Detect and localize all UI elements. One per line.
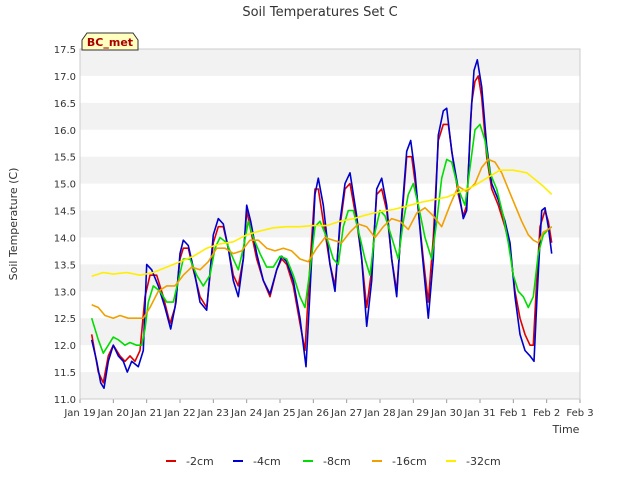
y-tick-label: 17.0 <box>54 72 76 83</box>
x-axis-ticks: Jan 19 Jan 20 Jan 21 Jan 22 Jan 23 Jan 24 Jan … <box>63 399 594 419</box>
y-tick-label: 12.5 <box>54 314 76 325</box>
legend-label: -2cm <box>186 455 214 468</box>
y-tick-label: 11.0 <box>54 395 76 406</box>
x-tick-label: Jan 22 <box>163 408 195 419</box>
y-tick-label: 13.0 <box>54 287 76 298</box>
grid-band <box>80 49 580 76</box>
grid-band <box>80 156 580 184</box>
x-tick-label: Jan 23 <box>197 408 229 419</box>
y-tick-label: 16.0 <box>54 126 76 137</box>
annotation-box: BC_met <box>81 32 139 51</box>
chart-title: Soil Temperatures Set C <box>242 5 397 20</box>
annotation-label: BC_met <box>87 36 133 49</box>
legend-label: -4cm <box>253 455 281 468</box>
y-tick-label: 15.5 <box>54 153 76 164</box>
x-tick-label: Feb 1 <box>500 408 527 419</box>
x-tick-label: Jan 19 <box>63 408 95 419</box>
x-tick-label: Jan 21 <box>130 408 162 419</box>
grid-band <box>80 318 580 346</box>
series-line--16cm <box>91 158 553 319</box>
y-tick-label: 12.0 <box>54 341 76 352</box>
y-axis-ticks: 11.0 11.5 12.0 12.5 13.0 13.5 14.0 14.5 15.0 15.5… <box>54 45 76 406</box>
legend-label: -16cm <box>392 455 427 468</box>
y-tick-label: 14.5 <box>54 207 76 218</box>
grid-band <box>80 372 580 399</box>
x-tick-label: Jan 27 <box>330 408 362 419</box>
series-line--4cm <box>90 59 553 389</box>
y-tick-label: 14.0 <box>54 233 76 244</box>
y-tick-label: 11.5 <box>54 368 76 379</box>
x-tick-label: Feb 3 <box>566 408 593 419</box>
legend-label: -32cm <box>466 455 501 468</box>
series-line--32cm <box>91 169 553 277</box>
series-lines <box>90 59 553 389</box>
legend-label: -8cm <box>323 455 351 468</box>
x-tick-label: Jan 28 <box>363 408 395 419</box>
y-tick-label: 16.5 <box>54 99 76 110</box>
x-tick-label: Feb 2 <box>533 408 560 419</box>
plot-frame <box>79 48 581 400</box>
y-tick-label: 17.5 <box>54 45 76 56</box>
x-tick-label: Jan 20 <box>97 408 129 419</box>
x-tick-label: Jan 25 <box>263 408 295 419</box>
y-tick-label: 15.0 <box>54 180 76 191</box>
x-tick-label: Jan 29 <box>397 408 429 419</box>
y-tick-label: 13.5 <box>54 260 76 271</box>
x-tick-label: Jan 24 <box>230 408 262 419</box>
x-tick-label: Jan 31 <box>463 408 495 419</box>
x-tick-label: Jan 26 <box>297 408 329 419</box>
y-axis-label: Soil Temperature (C) <box>7 168 20 281</box>
x-axis-label: Time <box>552 423 580 436</box>
series-line--8cm <box>90 123 553 354</box>
grid-band <box>80 102 580 130</box>
legend: -2cm -4cm -8cm -16cm -32cm <box>166 455 501 468</box>
x-tick-label: Jan 30 <box>430 408 462 419</box>
